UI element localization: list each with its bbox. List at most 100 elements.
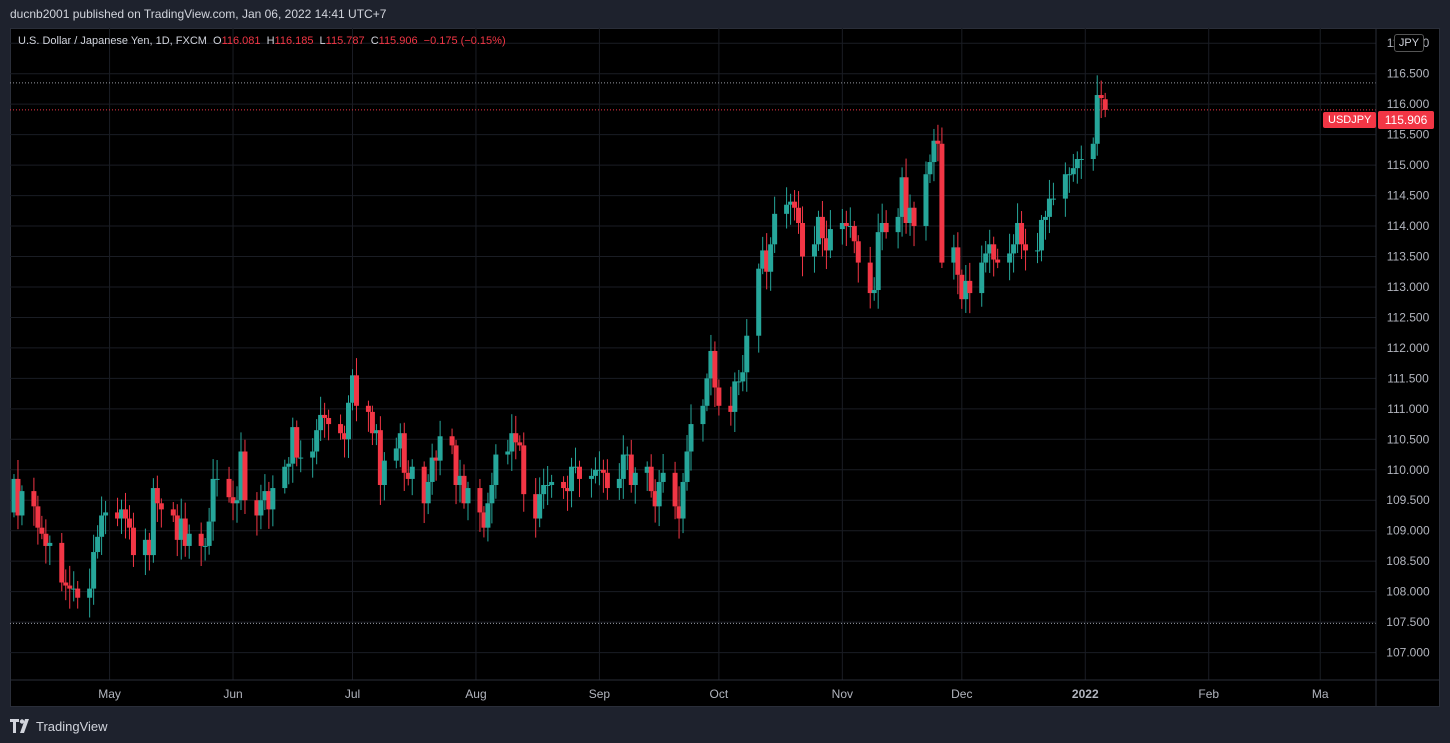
- publish-info: ducnb2001 published on TradingView.com, …: [10, 7, 387, 21]
- candle-body: [238, 451, 244, 501]
- tradingview-footer[interactable]: TradingView: [10, 716, 108, 736]
- candle-body: [310, 451, 316, 458]
- candle-body: [1066, 174, 1072, 176]
- candle-body: [1034, 250, 1040, 252]
- candle-body: [35, 506, 41, 528]
- candle-body: [290, 427, 296, 464]
- candle-body: [262, 491, 268, 501]
- candle-body: [939, 143, 945, 263]
- high-label: H: [266, 35, 275, 47]
- time-tick-label: Jun: [223, 687, 242, 701]
- candle-body: [935, 140, 941, 144]
- candle-body: [19, 491, 25, 516]
- candle-body: [517, 442, 523, 446]
- open-value: 116.081: [221, 35, 261, 47]
- candle-body: [756, 268, 762, 336]
- candle-body: [684, 451, 690, 482]
- candle-body: [712, 350, 718, 388]
- price-tick-label: 116.500: [1387, 67, 1430, 81]
- candle-body: [67, 585, 73, 589]
- candle-body: [142, 539, 148, 556]
- time-tick-label: Nov: [832, 687, 853, 701]
- candle-body: [178, 518, 184, 540]
- price-tick-label: 111.000: [1387, 402, 1429, 416]
- price-tick-label: 108.000: [1386, 585, 1430, 599]
- candle-body: [604, 472, 610, 489]
- candle-body: [1070, 168, 1076, 175]
- symbol-price-tag: USDJPY: [1323, 112, 1377, 128]
- currency-badge[interactable]: JPY: [1394, 34, 1424, 52]
- candle-body: [588, 475, 594, 479]
- candle-body: [437, 436, 443, 461]
- candle-body: [405, 472, 411, 479]
- time-tick-label: 2022: [1072, 687, 1099, 701]
- candle-body: [158, 503, 164, 510]
- price-tick-label: 113.000: [1387, 280, 1430, 294]
- candle-body: [481, 512, 487, 528]
- candle-body: [744, 335, 750, 373]
- candle-body: [449, 436, 455, 446]
- candle-body: [119, 509, 125, 519]
- candle-body: [75, 588, 81, 598]
- candle-body: [1038, 219, 1044, 251]
- price-tick-label: 114.000: [1387, 219, 1430, 233]
- candle-body: [146, 539, 152, 556]
- candle-body: [951, 247, 957, 263]
- candle-body: [815, 216, 821, 245]
- candle-body: [871, 290, 877, 294]
- candle-body: [346, 402, 352, 440]
- candle-body: [122, 509, 128, 519]
- candle-body: [772, 213, 778, 245]
- time-tick-label: Dec: [951, 687, 972, 701]
- candle-body: [967, 280, 973, 294]
- candle-body: [63, 582, 69, 586]
- candle-body: [198, 533, 204, 546]
- candle-body: [210, 478, 216, 522]
- price-chart[interactable]: 107.000 107.500 108.000 108.500 109.000 109.5…: [10, 28, 1440, 707]
- candle-body: [827, 229, 833, 251]
- candle-body: [847, 226, 853, 228]
- publish-header: ducnb2001 published on TradingView.com, …: [0, 0, 1450, 28]
- candle-body: [823, 238, 829, 251]
- candle-body: [270, 488, 276, 510]
- candle-body: [979, 262, 985, 294]
- candle-body: [784, 204, 790, 214]
- candle-body: [1062, 174, 1068, 199]
- candle-body: [1094, 95, 1100, 144]
- candle-body: [620, 454, 626, 479]
- candle-body: [457, 475, 463, 486]
- candle-body: [11, 478, 17, 513]
- candle-body: [421, 466, 427, 504]
- price-tick-label: 108.500: [1386, 554, 1430, 568]
- time-tick-label: Jul: [345, 687, 360, 701]
- candle-body: [477, 488, 483, 513]
- time-tick-label: Feb: [1198, 687, 1219, 701]
- candle-body: [792, 201, 798, 208]
- open-label: O: [213, 35, 222, 47]
- candle-body: [214, 478, 220, 480]
- close-label: C: [370, 35, 379, 47]
- candle-body: [708, 350, 714, 379]
- candle-body: [1011, 244, 1017, 254]
- candle-body: [294, 427, 300, 458]
- candle-body: [349, 375, 355, 403]
- candle-body: [716, 387, 722, 406]
- candle-body: [298, 457, 304, 459]
- candle-body: [931, 140, 937, 163]
- candle-body: [505, 451, 511, 455]
- candle-body: [736, 381, 742, 383]
- candle-body: [855, 241, 861, 263]
- candle-body: [899, 177, 905, 217]
- candle-body: [991, 244, 997, 260]
- candle-body: [704, 378, 710, 406]
- candle-body: [509, 433, 515, 452]
- candle-body: [401, 433, 407, 473]
- candle-body: [533, 494, 539, 519]
- candle-body: [513, 433, 519, 443]
- candle-body: [47, 542, 53, 546]
- time-tick-label: May: [98, 687, 121, 701]
- time-tick-label: Aug: [465, 687, 486, 701]
- candle-body: [433, 457, 439, 461]
- low-label: L: [319, 35, 326, 47]
- candle-body: [465, 488, 471, 504]
